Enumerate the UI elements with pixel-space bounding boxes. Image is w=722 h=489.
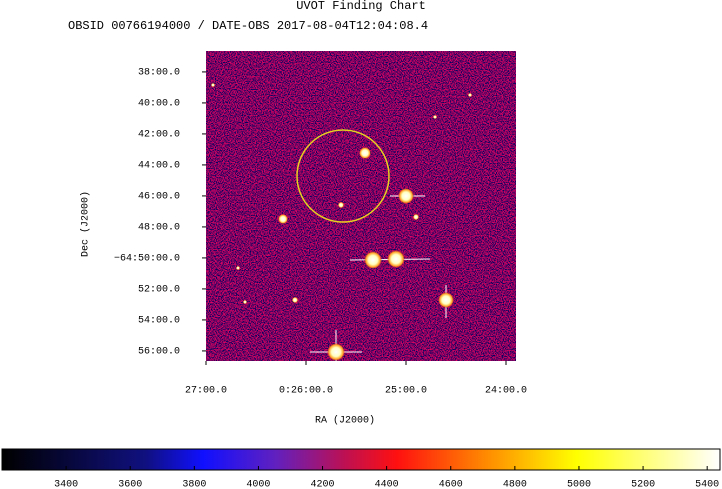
star — [387, 250, 405, 268]
star — [468, 93, 472, 97]
y-tick-label: 40:00.0 — [138, 99, 180, 110]
star — [236, 266, 240, 270]
y-tick-label: 56:00.0 — [138, 347, 180, 358]
y-tick-label: 52:00.0 — [138, 285, 180, 296]
star — [413, 214, 419, 220]
y-tick-label: 54:00.0 — [138, 316, 180, 327]
y-tick-label: 46:00.0 — [138, 192, 180, 203]
star — [359, 147, 371, 159]
star — [278, 214, 288, 224]
y-tick-label: −64:50:00.0 — [114, 254, 180, 265]
colorbar-tick-label: 5000 — [567, 480, 591, 489]
colorbar-tick-label: 5200 — [631, 480, 655, 489]
colorbar-tick-label: 5400 — [695, 480, 719, 489]
colorbar-tick-label: 4800 — [503, 480, 527, 489]
y-tick-label: 44:00.0 — [138, 161, 180, 172]
star — [292, 297, 298, 303]
colorbar-tick-label: 3800 — [182, 480, 206, 489]
star — [433, 115, 437, 119]
x-tick-label: 0:26:00.0 — [279, 386, 333, 397]
colorbar-tick-label: 4200 — [311, 480, 335, 489]
y-tick-label: 42:00.0 — [138, 130, 180, 141]
star — [327, 343, 345, 361]
star — [438, 292, 454, 308]
colorbar-tick-label: 4400 — [375, 480, 399, 489]
y-tick-label: 48:00.0 — [138, 223, 180, 234]
chart-subtitle: OBSID 00766194000 / DATE-OBS 2017-08-04T… — [68, 19, 428, 33]
x-tick-label: 25:00.0 — [385, 386, 427, 397]
stars — [211, 83, 472, 361]
x-axis-label: RA (J2000) — [315, 415, 375, 427]
source-region — [296, 129, 390, 223]
y-tick-label: 38:00.0 — [138, 68, 180, 79]
star — [211, 83, 215, 87]
chart-title: UVOT Finding Chart — [296, 0, 426, 13]
colorbar-tick-label: 3400 — [54, 480, 78, 489]
star — [243, 300, 247, 304]
x-tick-label: 24:00.0 — [485, 386, 527, 397]
star — [398, 188, 414, 204]
colorbar-tick-label: 4000 — [246, 480, 270, 489]
star — [364, 251, 382, 269]
star — [338, 202, 344, 208]
image — [206, 51, 516, 361]
image-noise — [206, 51, 516, 361]
colorbar — [1, 448, 721, 471]
y-axis-label: Dec (J2000) — [80, 191, 92, 257]
x-tick-label: 27:00.0 — [185, 386, 227, 397]
colorbar-tick-label: 3600 — [118, 480, 142, 489]
colorbar-tick-label: 4600 — [439, 480, 463, 489]
